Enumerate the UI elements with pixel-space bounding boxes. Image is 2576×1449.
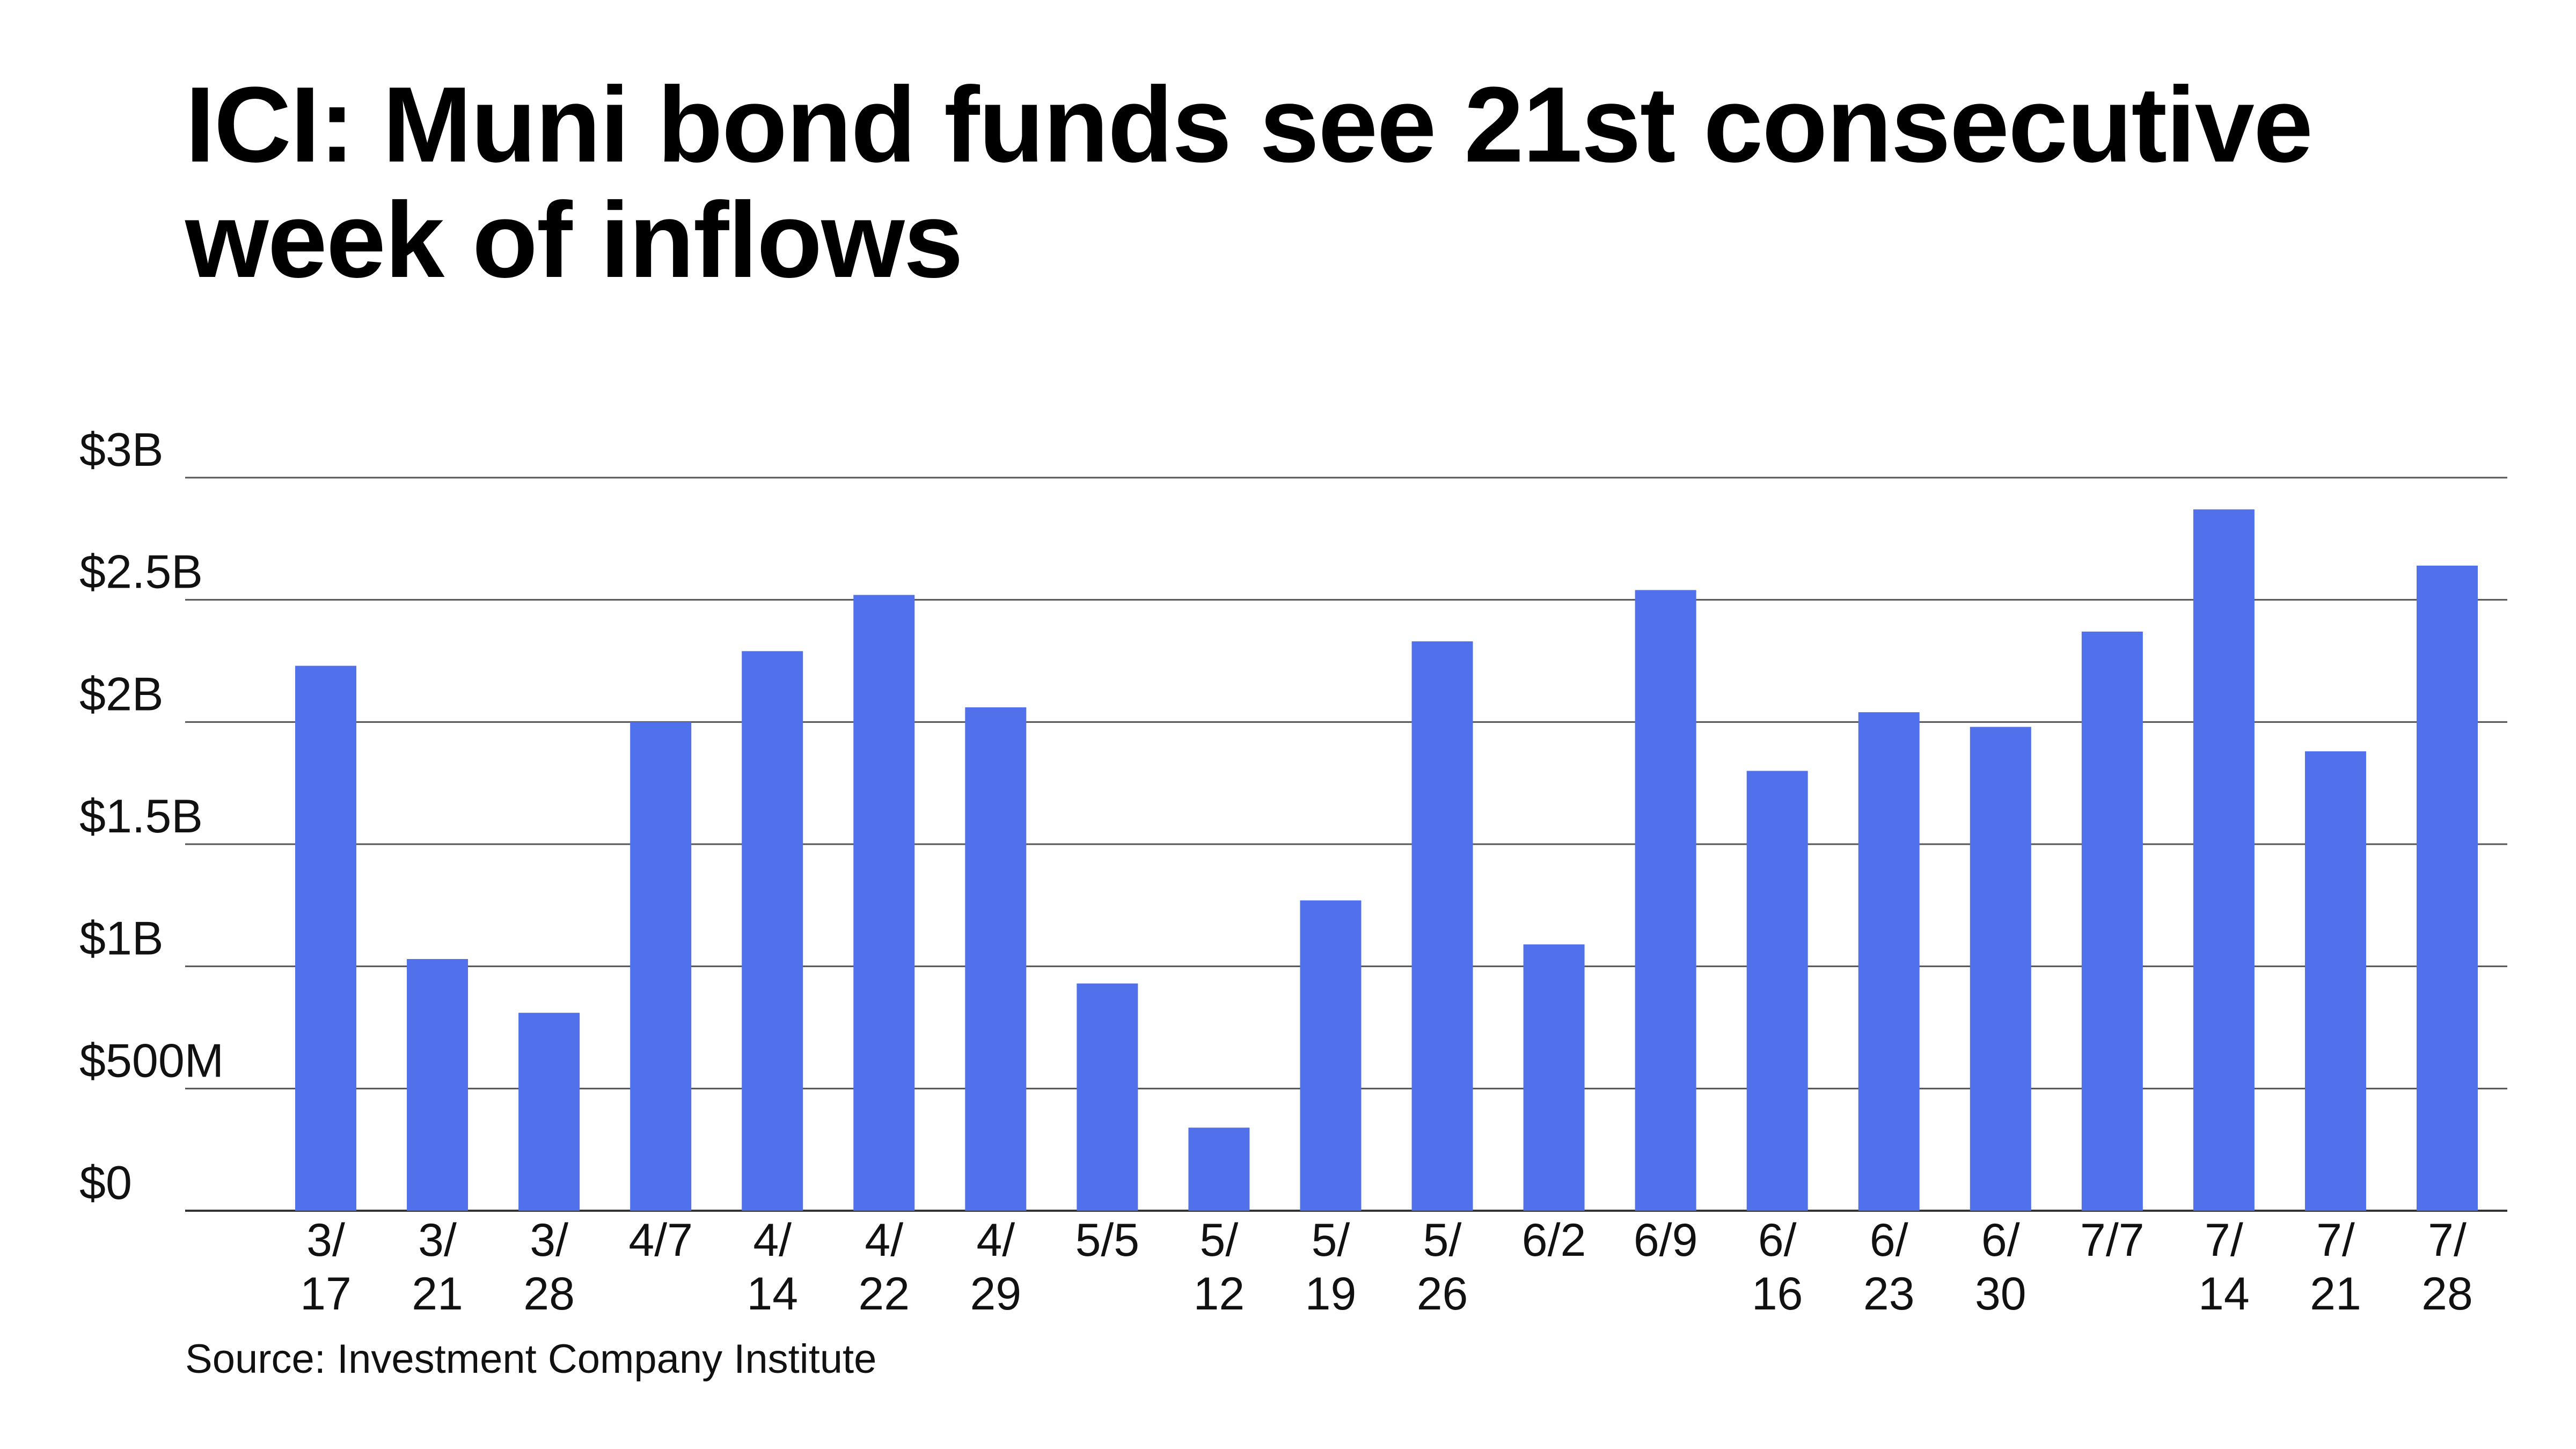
x-tick-label: 5/ <box>1423 1214 1462 1266</box>
x-tick-label: 19 <box>1305 1268 1357 1320</box>
bar <box>1746 771 1808 1211</box>
x-tick-label: 22 <box>858 1268 910 1320</box>
y-tick-label: $1.5B <box>79 789 203 843</box>
bar <box>1188 1128 1250 1211</box>
bar <box>2304 751 2366 1211</box>
y-tick-label: $0 <box>79 1156 132 1209</box>
y-tick-label: $2B <box>79 667 164 720</box>
x-tick-label: 6/ <box>1758 1214 1797 1266</box>
x-tick-label: 16 <box>1752 1268 1803 1320</box>
x-tick-label: 29 <box>970 1268 1021 1320</box>
bar <box>965 707 1027 1211</box>
x-tick-label: 28 <box>2421 1268 2473 1320</box>
y-tick-label: $500M <box>79 1034 224 1087</box>
x-tick-label: 7/7 <box>2080 1214 2145 1266</box>
bar <box>742 651 803 1211</box>
x-tick-label: 14 <box>747 1268 798 1320</box>
bar <box>630 722 692 1211</box>
bar <box>2193 509 2255 1211</box>
x-tick-label: 28 <box>523 1268 575 1320</box>
bar <box>853 595 915 1211</box>
chart-title: ICI: Muni bond funds see 21st consecutiv… <box>185 65 2313 300</box>
x-tick-label: 5/ <box>1200 1214 1239 1266</box>
source-note: Source: Investment Company Institute <box>185 1336 877 1382</box>
bar <box>1411 641 1473 1211</box>
x-tick-label: 4/7 <box>628 1214 693 1266</box>
bar <box>1635 590 1696 1211</box>
x-tick-label: 7/ <box>2428 1214 2467 1266</box>
bar <box>2417 565 2478 1211</box>
x-tick-label: 14 <box>2198 1268 2250 1320</box>
x-axis-tick-labels: 3/173/213/284/7 4/144/224/295/5 5/125/195/… <box>300 1214 2473 1320</box>
x-tick-label: 6/2 <box>1522 1214 1586 1266</box>
x-tick-label: 3/ <box>306 1214 345 1266</box>
x-tick-label: 4/ <box>976 1214 1015 1266</box>
x-tick-label: 6/9 <box>1634 1214 1698 1266</box>
x-tick-label: 21 <box>412 1268 463 1320</box>
bar <box>1970 727 2031 1211</box>
y-axis-tick-labels: $0 $500M $1B $1.5B $2B $2.5B $3B <box>79 423 224 1209</box>
x-tick-label: 26 <box>1417 1268 1468 1320</box>
x-tick-label: 23 <box>1863 1268 1915 1320</box>
y-tick-label: $3B <box>79 423 164 476</box>
bar <box>1523 944 1585 1211</box>
bar <box>295 665 356 1211</box>
x-tick-label: 30 <box>1975 1268 2026 1320</box>
bars <box>295 509 2478 1211</box>
bar <box>2081 631 2143 1211</box>
x-tick-label: 4/ <box>865 1214 903 1266</box>
y-tick-label: $2.5B <box>79 545 203 598</box>
bar <box>1858 712 1920 1211</box>
bar <box>407 959 469 1211</box>
x-tick-label: 12 <box>1194 1268 1245 1320</box>
x-tick-label: 3/ <box>530 1214 568 1266</box>
x-tick-label: 7/ <box>2316 1214 2355 1266</box>
x-tick-label: 6/ <box>1981 1214 2020 1266</box>
bar <box>1300 900 1362 1211</box>
x-tick-label: 6/ <box>1870 1214 1908 1266</box>
x-tick-label: 4/ <box>753 1214 792 1266</box>
bar <box>518 1013 580 1211</box>
x-tick-label: 3/ <box>418 1214 457 1266</box>
x-tick-label: 21 <box>2310 1268 2361 1320</box>
y-tick-label: $1B <box>79 912 164 965</box>
x-tick-label: 17 <box>300 1268 352 1320</box>
bar <box>1077 983 1138 1211</box>
x-tick-label: 7/ <box>2205 1214 2243 1266</box>
x-tick-label: 5/5 <box>1075 1214 1140 1266</box>
x-tick-label: 5/ <box>1312 1214 1350 1266</box>
